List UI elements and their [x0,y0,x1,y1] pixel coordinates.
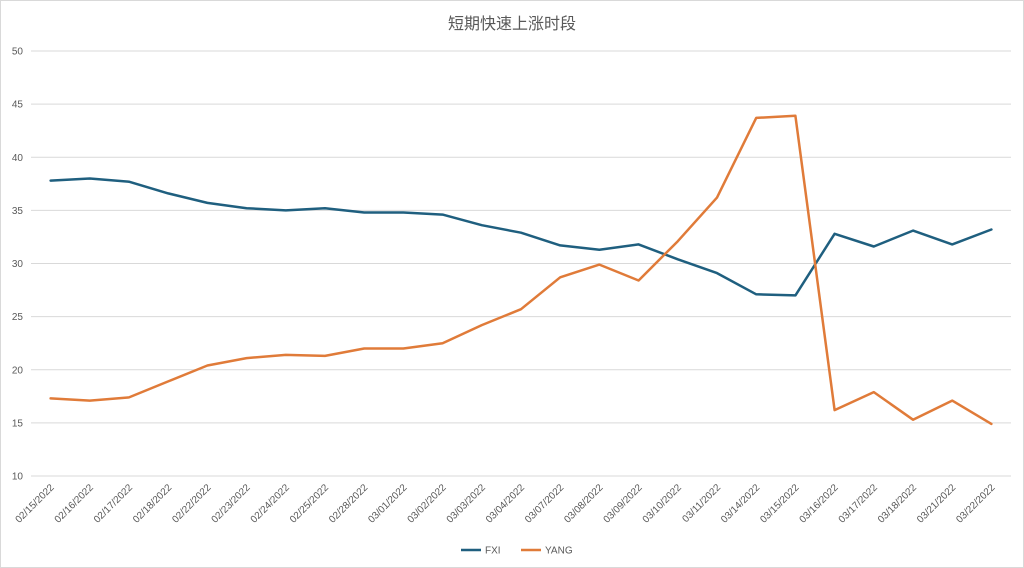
y-tick-label: 35 [12,206,24,217]
legend-label-yang: YANG [545,546,573,557]
series-line-fxi [49,177,993,297]
y-tick-label: 20 [12,365,24,376]
x-tick-label: 03/02/2022 [406,482,449,525]
y-tick-label: 25 [12,312,24,323]
series-lines [49,114,993,426]
y-tick-label: 40 [12,153,24,164]
x-tick-label: 02/25/2022 [288,482,331,525]
y-tick-label: 45 [12,100,24,111]
x-tick-label: 03/14/2022 [719,482,762,525]
legend-label-fxi: FXI [485,546,501,557]
x-tick-label: 02/18/2022 [131,482,174,525]
x-tick-label: 02/23/2022 [210,482,253,525]
x-tick-label: 02/28/2022 [327,482,370,525]
x-tick-label: 03/09/2022 [602,482,645,525]
x-tick-label: 03/07/2022 [523,482,566,525]
x-axis-ticks: 02/15/202202/16/202202/17/202202/18/2022… [14,482,998,525]
x-tick-label: 02/17/2022 [92,482,135,525]
x-tick-label: 03/15/2022 [758,482,801,525]
x-tick-label: 03/16/2022 [798,482,841,525]
x-tick-label: 03/08/2022 [562,482,605,525]
y-tick-label: 30 [12,259,24,270]
gridlines [31,50,1011,477]
x-tick-label: 03/17/2022 [837,482,880,525]
y-tick-label: 50 [12,47,24,58]
x-tick-label: 02/16/2022 [53,482,96,525]
x-tick-label: 03/11/2022 [680,482,723,525]
x-tick-label: 03/04/2022 [484,482,527,525]
x-tick-label: 03/01/2022 [366,482,409,525]
series-line-yang [49,114,993,426]
x-tick-label: 02/24/2022 [249,482,292,525]
x-tick-label: 03/10/2022 [641,482,684,525]
legend: FXI YANG [461,546,573,557]
y-axis-ticks: 10 15 20 25 30 35 40 45 50 [12,47,24,483]
chart-title: 短期快速上涨时段 [448,14,576,33]
x-tick-label: 03/22/2022 [954,482,997,525]
x-tick-label: 03/18/2022 [876,482,919,525]
x-tick-label: 02/15/2022 [14,482,57,525]
y-tick-label: 10 [12,472,24,483]
x-tick-label: 03/03/2022 [445,482,488,525]
x-tick-label: 03/21/2022 [915,482,958,525]
y-tick-label: 15 [12,418,24,429]
x-tick-label: 02/22/2022 [170,482,213,525]
